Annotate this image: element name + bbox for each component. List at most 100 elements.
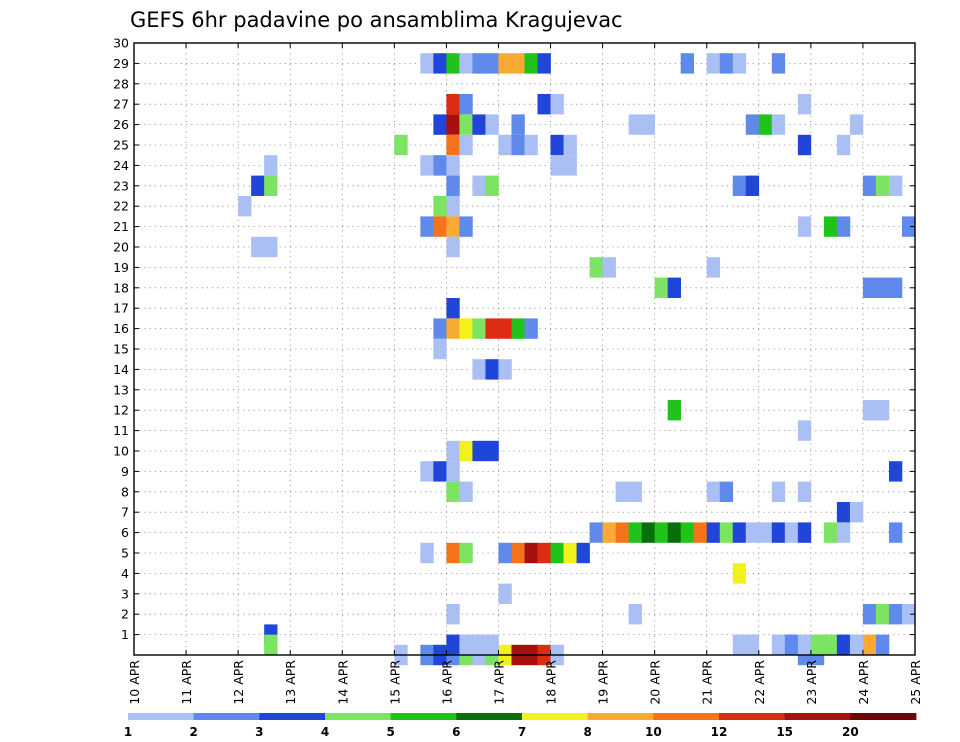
data-cell — [511, 134, 525, 156]
data-cell — [719, 481, 734, 502]
data-cell — [706, 481, 721, 502]
colorbar-segment — [128, 713, 195, 720]
data-cell — [459, 114, 473, 135]
x-tick-label: 12 APR — [231, 660, 246, 705]
data-cell — [446, 542, 460, 564]
y-tick-label: 24 — [113, 158, 129, 173]
y-tick-label: 14 — [113, 362, 129, 377]
data-cell — [446, 318, 460, 339]
data-cell — [459, 318, 473, 339]
colorbar-segment — [325, 713, 392, 720]
data-cell — [901, 216, 916, 237]
data-cell — [901, 604, 916, 625]
data-cell — [693, 522, 708, 543]
data-cell — [459, 53, 473, 74]
y-tick-label: 15 — [113, 342, 129, 357]
data-cell — [628, 114, 642, 135]
data-cell — [628, 604, 642, 625]
y-tick-label: 17 — [113, 301, 129, 316]
data-cell — [459, 634, 473, 655]
data-cell — [472, 114, 486, 135]
data-cell — [862, 634, 877, 655]
data-cell — [264, 175, 278, 196]
data-cell — [251, 236, 265, 258]
data-cell — [875, 175, 890, 196]
data-cell — [888, 461, 903, 482]
data-cell — [732, 175, 747, 196]
data-cell — [654, 522, 668, 543]
data-cell — [823, 522, 838, 543]
colorbar-label: 5 — [386, 725, 394, 739]
data-cell — [446, 155, 460, 176]
data-cell — [264, 634, 278, 655]
y-tick-label: 13 — [113, 382, 129, 397]
data-cell — [667, 522, 681, 543]
x-tick-label: 17 APR — [491, 660, 506, 705]
data-cell — [784, 634, 799, 655]
data-cell — [732, 563, 747, 584]
data-cell — [433, 155, 447, 176]
data-cell — [888, 277, 903, 298]
y-tick-label: 16 — [113, 321, 129, 336]
data-cell — [264, 236, 278, 258]
data-cell — [628, 522, 642, 543]
data-cell — [589, 522, 603, 543]
data-cell — [446, 481, 460, 502]
x-tick-label: 24 APR — [856, 660, 871, 705]
data-cell — [446, 216, 460, 237]
y-axis: 1234567891011121314151617181920212223242… — [113, 36, 915, 642]
data-cell — [732, 522, 747, 543]
colorbar-segment — [587, 713, 654, 720]
data-cell — [654, 277, 668, 298]
data-cell — [745, 175, 760, 196]
data-cell — [537, 53, 551, 74]
chart-title: GEFS 6hr padavine po ansamblima Kragujev… — [130, 8, 623, 32]
data-cell — [433, 53, 447, 74]
data-cell — [459, 481, 473, 502]
y-tick-label: 28 — [113, 76, 129, 91]
data-cell — [888, 522, 903, 543]
data-cell — [784, 522, 799, 543]
data-cell — [797, 216, 812, 237]
y-tick-label: 18 — [113, 280, 129, 295]
data-cell — [446, 461, 460, 482]
data-cell — [446, 236, 460, 258]
data-cell — [420, 216, 434, 237]
y-tick-label: 23 — [113, 178, 129, 193]
data-cell — [485, 318, 499, 339]
data-cell — [485, 53, 499, 74]
data-cell — [862, 277, 877, 298]
data-cell — [563, 155, 577, 176]
x-tick-label: 13 APR — [283, 660, 298, 705]
data-cell — [875, 634, 890, 655]
data-cell — [602, 257, 616, 278]
y-tick-label: 8 — [121, 484, 129, 499]
colorbar-label: 6 — [452, 725, 460, 739]
data-cell — [485, 359, 499, 380]
data-cell — [498, 134, 512, 156]
colorbar-label: 10 — [645, 725, 662, 739]
data-cell — [524, 53, 538, 74]
data-cell — [745, 522, 760, 543]
data-cell — [524, 318, 538, 339]
data-cell — [433, 114, 447, 135]
data-cell — [758, 114, 773, 135]
data-cell — [511, 318, 525, 339]
data-cell — [888, 604, 903, 625]
data-cell — [459, 134, 473, 156]
x-tick-label: 22 APR — [752, 660, 767, 705]
data-cell — [758, 522, 773, 543]
data-cell — [745, 634, 760, 655]
colorbar-segment — [259, 713, 326, 720]
data-cell — [641, 522, 655, 543]
data-cell — [836, 216, 851, 237]
data-cell — [706, 53, 721, 74]
data-cell — [446, 604, 460, 625]
data-cell — [563, 542, 577, 564]
data-cell — [849, 502, 864, 523]
colorbar-segment — [456, 713, 523, 720]
x-tick-label: 11 APR — [179, 660, 194, 705]
data-cell — [823, 216, 838, 237]
data-cell — [719, 53, 734, 74]
data-cell — [550, 155, 564, 176]
